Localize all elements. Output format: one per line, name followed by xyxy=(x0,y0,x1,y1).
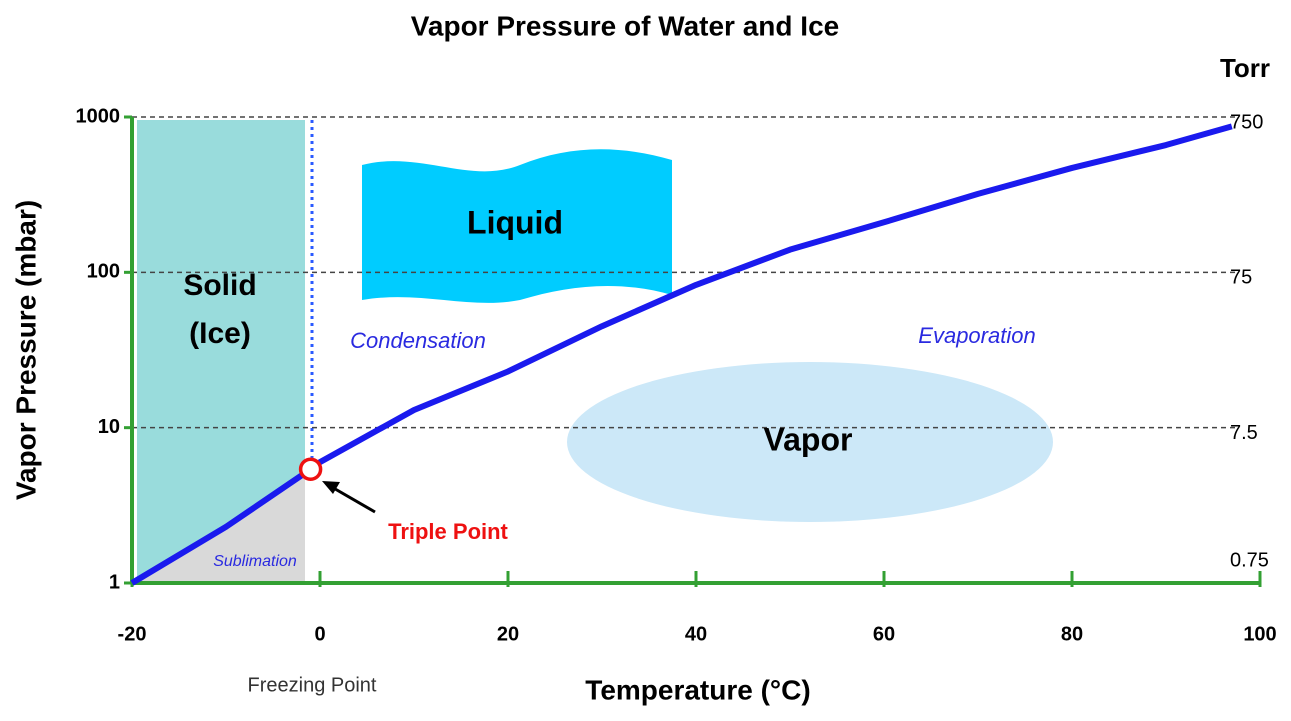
x-tick-label: 60 xyxy=(873,623,895,645)
y2-axis-title: Torr xyxy=(1220,53,1270,83)
y-tick-label: 100 xyxy=(87,261,120,283)
y-tick-label: 1 xyxy=(109,571,120,593)
y2-tick-label: 750 xyxy=(1230,111,1263,133)
chart: 1 10 100 1000 750 75 7.5 0.75 -20 0 20 40 60 80 100 Va… xyxy=(0,0,1291,721)
x-axis-title: Temperature (°C) xyxy=(585,674,810,705)
freezing-point-label: Freezing Point xyxy=(248,674,377,696)
arrow xyxy=(330,486,375,512)
chart-title: Vapor Pressure of Water and Ice xyxy=(411,10,839,41)
process-label: Evaporation xyxy=(918,323,1035,348)
y2-tick-label: 75 xyxy=(1230,267,1252,289)
y2-tick-label: 7.5 xyxy=(1230,422,1258,444)
y-tick-label: 10 xyxy=(98,416,120,438)
triple-point-label: Triple Point xyxy=(388,519,508,544)
region-label: Liquid xyxy=(467,204,563,240)
x-tick-label: 100 xyxy=(1243,623,1276,645)
x-tick-label: -20 xyxy=(118,623,147,645)
process-label: Condensation xyxy=(350,328,486,353)
x-tick-label: 0 xyxy=(314,623,325,645)
region-label: Solid xyxy=(183,269,256,302)
y-tick-label: 1000 xyxy=(76,105,121,127)
x-tick-label: 80 xyxy=(1061,623,1083,645)
x-tick-label: 40 xyxy=(685,623,707,645)
region-label: Vapor xyxy=(764,421,853,457)
process-label: Sublimation xyxy=(213,553,297,570)
triple-point xyxy=(301,459,321,479)
y-axis-title: Vapor Pressure (mbar) xyxy=(10,200,41,500)
arrow-head xyxy=(322,481,340,494)
region-label: (Ice) xyxy=(189,317,251,350)
y2-tick-label: 0.75 xyxy=(1230,549,1269,571)
x-tick-label: 20 xyxy=(497,623,519,645)
